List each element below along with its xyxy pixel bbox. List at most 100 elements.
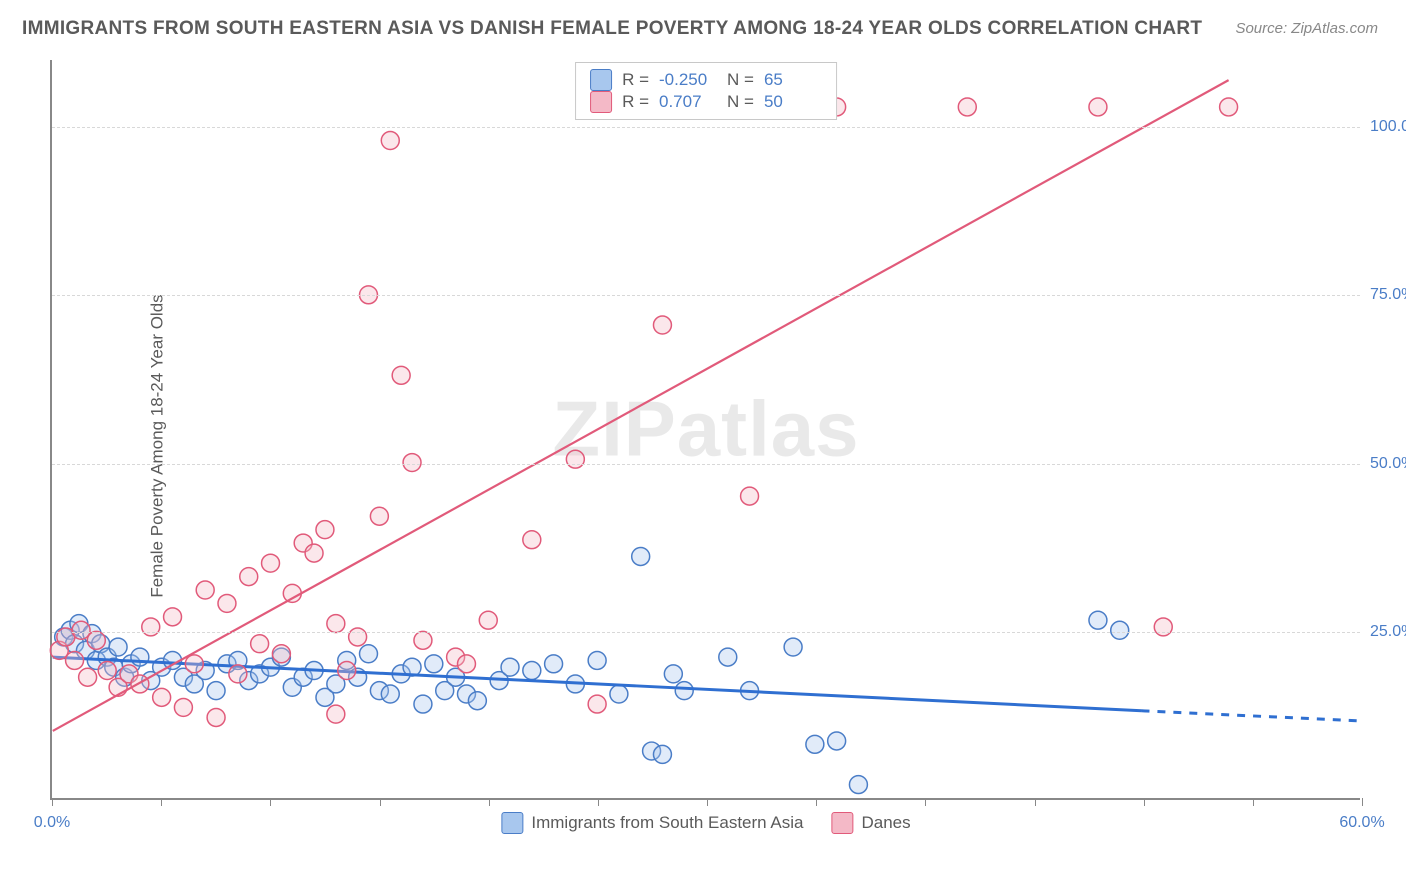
scatter-point <box>164 608 182 626</box>
legend-label: Immigrants from South Eastern Asia <box>531 813 803 833</box>
x-tick-mark <box>1362 798 1363 806</box>
scatter-point <box>360 645 378 663</box>
scatter-point <box>370 507 388 525</box>
scatter-point <box>327 615 345 633</box>
scatter-point <box>523 662 541 680</box>
legend-swatch <box>501 812 523 834</box>
y-tick-label: 25.0% <box>1370 623 1406 641</box>
scatter-point <box>610 685 628 703</box>
trend-line-extrapolated <box>1141 711 1359 721</box>
scatter-point <box>849 776 867 794</box>
scatter-point <box>1089 98 1107 116</box>
plot-area: ZIPatlas R =-0.250N =65R =0.707N =50 Imm… <box>50 60 1360 800</box>
gridline-h <box>52 295 1360 296</box>
scatter-point <box>1089 611 1107 629</box>
scatter-point <box>229 665 247 683</box>
y-tick-label: 75.0% <box>1370 286 1406 304</box>
scatter-point <box>719 648 737 666</box>
x-tick-mark <box>925 798 926 806</box>
scatter-point <box>109 638 127 656</box>
x-tick-mark <box>1144 798 1145 806</box>
scatter-point <box>207 709 225 727</box>
scatter-point <box>72 621 90 639</box>
y-tick-label: 100.0% <box>1370 118 1406 136</box>
scatter-point <box>262 554 280 572</box>
scatter-point <box>653 745 671 763</box>
scatter-point <box>185 655 203 673</box>
scatter-point <box>632 547 650 565</box>
scatter-point <box>174 698 192 716</box>
scatter-point <box>664 665 682 683</box>
scatter-point <box>523 531 541 549</box>
x-tick-label: 0.0% <box>34 814 70 832</box>
scatter-point <box>566 450 584 468</box>
scatter-point <box>958 98 976 116</box>
scatter-point <box>338 662 356 680</box>
stat-r-value: 0.707 <box>659 92 717 112</box>
stats-legend-row: R = -0.250 N = 65 <box>590 69 822 91</box>
chart-svg <box>52 60 1360 798</box>
scatter-point <box>207 682 225 700</box>
gridline-h <box>52 464 1360 465</box>
scatter-point <box>66 651 84 669</box>
scatter-point <box>251 635 269 653</box>
scatter-point <box>381 132 399 150</box>
stat-n-value: 65 <box>764 70 822 90</box>
x-tick-mark <box>707 798 708 806</box>
scatter-point <box>272 645 290 663</box>
scatter-point <box>1154 618 1172 636</box>
scatter-point <box>142 618 160 636</box>
scatter-point <box>1111 621 1129 639</box>
stats-legend-row: R =0.707N =50 <box>590 91 822 113</box>
stat-n-value: 50 <box>764 92 822 112</box>
stat-r-value: -0.250 <box>659 70 717 90</box>
scatter-point <box>283 584 301 602</box>
scatter-point <box>588 651 606 669</box>
bottom-legend: Immigrants from South Eastern Asia Danes <box>501 812 910 834</box>
scatter-point <box>403 454 421 472</box>
chart-title: IMMIGRANTS FROM SOUTH EASTERN ASIA VS DA… <box>22 18 1202 40</box>
scatter-point <box>1220 98 1238 116</box>
scatter-point <box>414 695 432 713</box>
scatter-point <box>305 544 323 562</box>
scatter-point <box>784 638 802 656</box>
scatter-point <box>381 685 399 703</box>
stat-r-label: R = <box>622 70 649 90</box>
scatter-point <box>468 692 486 710</box>
scatter-point <box>414 631 432 649</box>
x-tick-mark <box>1035 798 1036 806</box>
scatter-point <box>316 521 334 539</box>
stat-r-label: R = <box>622 92 649 112</box>
scatter-point <box>153 688 171 706</box>
legend-swatch <box>590 69 612 91</box>
scatter-point <box>87 631 105 649</box>
x-tick-label: 60.0% <box>1339 814 1384 832</box>
scatter-point <box>349 628 367 646</box>
scatter-point <box>545 655 563 673</box>
x-tick-mark <box>598 798 599 806</box>
scatter-point <box>98 662 116 680</box>
trend-line <box>53 80 1229 731</box>
scatter-point <box>675 682 693 700</box>
scatter-point <box>131 648 149 666</box>
x-tick-mark <box>380 798 381 806</box>
legend-swatch <box>590 91 612 113</box>
scatter-point <box>392 366 410 384</box>
legend-label: Danes <box>861 813 910 833</box>
scatter-point <box>806 735 824 753</box>
x-tick-mark <box>52 798 53 806</box>
x-tick-mark <box>1253 798 1254 806</box>
x-tick-mark <box>270 798 271 806</box>
legend-swatch <box>831 812 853 834</box>
gridline-h <box>52 127 1360 128</box>
scatter-point <box>588 695 606 713</box>
scatter-point <box>479 611 497 629</box>
scatter-point <box>218 594 236 612</box>
scatter-point <box>653 316 671 334</box>
x-tick-mark <box>816 798 817 806</box>
scatter-point <box>327 705 345 723</box>
scatter-point <box>741 487 759 505</box>
gridline-h <box>52 632 1360 633</box>
stat-n-label: N = <box>727 70 754 90</box>
scatter-point <box>828 732 846 750</box>
